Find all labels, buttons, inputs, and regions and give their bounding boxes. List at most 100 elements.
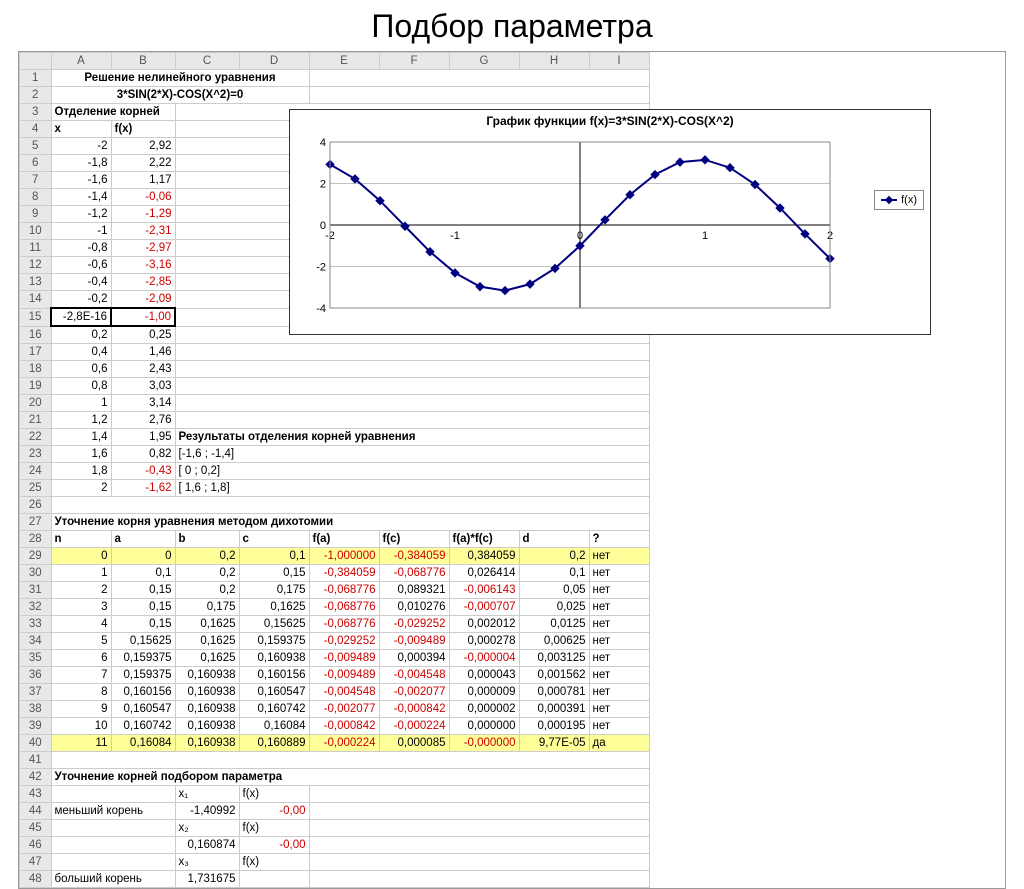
cell[interactable]: 0,001562 [519,667,589,684]
cell[interactable]: 0,2 [175,582,239,599]
cell[interactable]: 0,160547 [111,701,175,718]
cell[interactable]: -0,00 [239,803,309,820]
row-header[interactable]: 1 [20,70,52,87]
row-header[interactable]: 39 [20,718,52,735]
cell[interactable]: -0,000004 [449,650,519,667]
col-F[interactable]: F [379,53,449,70]
cell[interactable]: 0,15 [239,565,309,582]
cell[interactable]: 0,002012 [449,616,519,633]
cell[interactable]: 8 [51,684,111,701]
cell[interactable]: нет [589,548,649,565]
column-headers[interactable]: A B C D E F G H I [20,53,650,70]
row-header[interactable]: 6 [20,155,52,172]
cell[interactable]: 0,2 [175,565,239,582]
row-header[interactable]: 4 [20,121,52,138]
cell[interactable]: -0,4 [51,274,111,291]
cell[interactable] [309,70,649,87]
cell[interactable]: -2,85 [111,274,175,291]
cell[interactable] [309,871,649,888]
cell[interactable]: 10 [51,718,111,735]
row[interactable]: 3890,1605470,1609380,160742-0,002077-0,0… [20,701,650,718]
cell[interactable]: 0,160938 [239,650,309,667]
row[interactable]: 23*SIN(2*X)-COS(X^2)=0 [20,87,650,104]
cell[interactable]: -0,009489 [309,667,379,684]
row-header[interactable]: 34 [20,633,52,650]
cell[interactable]: -1,4 [51,189,111,206]
cell[interactable] [175,412,649,429]
row[interactable]: 28nabcf(a)f(c)f(a)*f(c)d? [20,531,650,548]
cell[interactable]: -2,8E-16 [51,308,111,326]
cell[interactable]: 0,000781 [519,684,589,701]
cell[interactable]: 0,15 [111,599,175,616]
cell[interactable]: 0,000391 [519,701,589,718]
cell[interactable]: 7 [51,667,111,684]
cell[interactable]: 1,95 [111,429,175,446]
cell[interactable]: 0,160874 [175,837,239,854]
row[interactable]: 45x₂f(x) [20,820,650,837]
cell[interactable]: 6 [51,650,111,667]
cell[interactable]: -0,000000 [449,735,519,752]
row[interactable]: 170,41,46 [20,344,650,361]
row-header[interactable]: 2 [20,87,52,104]
row-header[interactable]: 27 [20,514,52,531]
cell[interactable] [175,361,649,378]
cell[interactable]: 0,160938 [175,735,239,752]
row-header[interactable]: 26 [20,497,52,514]
row-header[interactable]: 10 [20,223,52,240]
row-header[interactable]: 25 [20,480,52,497]
cell[interactable]: 1,731675 [175,871,239,888]
cell[interactable]: 0,1 [111,565,175,582]
cell[interactable]: 0,16084 [239,718,309,735]
cell[interactable]: x₂ [175,820,239,837]
row-header[interactable]: 48 [20,871,52,888]
cell[interactable]: f(a)*f(c) [449,531,519,548]
cell[interactable]: 1 [51,395,111,412]
root-label[interactable]: меньший корень [51,803,175,820]
cell[interactable]: 2,43 [111,361,175,378]
row-header[interactable]: 14 [20,291,52,309]
row-header[interactable]: 16 [20,326,52,344]
cell[interactable] [51,786,175,803]
cell[interactable]: 0,003125 [519,650,589,667]
cell[interactable]: 0,160156 [111,684,175,701]
chart-legend[interactable]: f(x) [874,190,924,210]
cell[interactable]: d [519,531,589,548]
row-header[interactable]: 33 [20,616,52,633]
row-header[interactable]: 47 [20,854,52,871]
param-title[interactable]: Уточнение корней подбором параметра [51,769,649,786]
cell[interactable]: 0,159375 [111,650,175,667]
cell[interactable]: -0,068776 [379,565,449,582]
row[interactable]: 41 [20,752,650,769]
cell[interactable]: 4 [51,616,111,633]
spreadsheet[interactable]: A B C D E F G H I 1Решение нелинейного у… [18,51,1006,889]
col-H[interactable]: H [519,53,589,70]
equation-cell[interactable]: 3*SIN(2*X)-COS(X^2)=0 [51,87,309,104]
cell[interactable]: 0,4 [51,344,111,361]
row[interactable]: 3780,1601560,1609380,160547-0,004548-0,0… [20,684,650,701]
cell[interactable]: -0,384059 [379,548,449,565]
row-header[interactable]: 11 [20,240,52,257]
row-header[interactable]: 36 [20,667,52,684]
cell[interactable]: 2 [51,480,111,497]
cell[interactable] [309,837,649,854]
row[interactable]: 3120,150,20,175-0,0687760,089321-0,00614… [20,582,650,599]
cell[interactable]: 0,1625 [239,599,309,616]
cell[interactable]: x₃ [175,854,239,871]
row-header[interactable]: 22 [20,429,52,446]
row[interactable]: 3670,1593750,1609380,160156-0,009489-0,0… [20,667,650,684]
row-header[interactable]: 24 [20,463,52,480]
cell[interactable]: 0,160938 [175,667,239,684]
cell[interactable]: -0,06 [111,189,175,206]
cell[interactable]: -1,62 [111,480,175,497]
chart-container[interactable]: График функции f(x)=3*SIN(2*X)-COS(X^2) … [289,109,931,335]
cell[interactable]: 0,025 [519,599,589,616]
cell[interactable]: 0,159375 [111,667,175,684]
row-header[interactable]: 41 [20,752,52,769]
row-header[interactable]: 20 [20,395,52,412]
cell[interactable]: -0,000224 [379,718,449,735]
col-B[interactable]: B [111,53,175,70]
row[interactable]: 3560,1593750,16250,160938-0,0094890,0003… [20,650,650,667]
cell[interactable]: нет [589,633,649,650]
cell[interactable]: -0,002077 [379,684,449,701]
cell[interactable]: 0,000195 [519,718,589,735]
